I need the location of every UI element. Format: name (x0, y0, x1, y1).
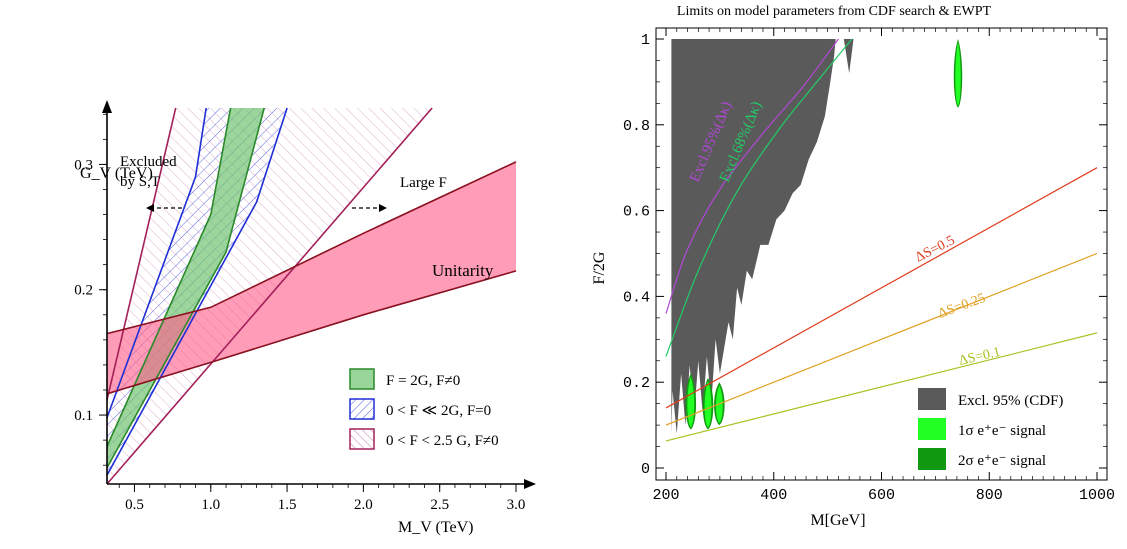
signal-1sigma-spot (955, 42, 961, 106)
series-line (665, 252, 1098, 426)
right-chart: Limits on model parameters from CDF sear… (591, 4, 1115, 529)
large-fv-label: Large F (400, 175, 447, 191)
legend-label-green-band: F = 2G, F≠0 (386, 373, 460, 389)
right-x-tick-label: 600 (868, 487, 895, 504)
series-line (665, 332, 1098, 442)
left-chart: 0.5 1.0 1.5 2.0 2.5 3.0 0.1 0.2 0.3 G_V (TeV) M_… (74, 100, 536, 536)
right-cdf-region (671, 39, 963, 434)
legend-label-hatched-band: 0 < F < 2.5 G, F≠0 (386, 433, 499, 449)
right-x-tick-label: 200 (652, 487, 679, 504)
right-ticks: 200 400 600 800 1000 0 0.2 0.4 0.6 0.8 1 (623, 28, 1115, 504)
green-band-upper-edge (106, 107, 232, 447)
blue-band-upper-edge (106, 107, 207, 418)
legend-label-cdf: Excl. 95% (CDF) (958, 393, 1063, 409)
left-y-tick-label: 0.2 (74, 283, 93, 299)
left-x-tick-label: 0.5 (125, 497, 144, 513)
unitarity-band-lower-edge (106, 270, 517, 395)
left-x-tick-label: 3.0 (507, 497, 526, 513)
right-y-tick-label: 0.6 (623, 204, 650, 221)
left-y-axis-label: G_V (TeV) (80, 165, 153, 182)
green-band-lower-edge (106, 107, 265, 469)
legend-swatch-hatched-band (349, 428, 375, 450)
right-x-tick-label: 400 (760, 487, 787, 504)
right-curves (665, 38, 1098, 442)
right-y-tick-label: 0.8 (623, 118, 650, 135)
left-x-tick-label: 2.5 (430, 497, 449, 513)
cdf-exclusion-region (671, 39, 836, 434)
right-y-tick-label: 0.4 (623, 289, 650, 306)
series-line (665, 38, 853, 357)
right-y-axis-label: F/2G (591, 251, 608, 284)
right-plot-border (655, 27, 1108, 481)
hatched-band-lower-edge (106, 107, 433, 485)
left-legend: F = 2G, F≠0 0 < F ≪ 2G, F=0 0 < F < 2.5 … (349, 368, 499, 450)
left-x-axis-label: M_V (TeV) (398, 519, 473, 536)
series-line (665, 38, 839, 314)
cdf-exclusion-sliver (843, 39, 854, 74)
left-ticks: 0.5 1.0 1.5 2.0 2.5 3.0 0.1 0.2 0.3 (74, 113, 526, 513)
right-y-tick-label: 1 (641, 32, 650, 49)
left-y-tick-label: 0.3 (74, 157, 93, 173)
left-y-arrow-icon (102, 100, 112, 113)
legend-swatch-green-band (349, 368, 375, 390)
right-x-tick-label: 800 (976, 487, 1003, 504)
unitarity-label: Unitarity (432, 261, 494, 280)
legend-label-1sigma: 1σ e⁺e⁻ signal (958, 423, 1046, 439)
right-x-axis-label: M[GeV] (810, 512, 865, 529)
left-axes (102, 100, 536, 489)
right-x-tick-label: 1000 (1079, 487, 1115, 504)
legend-swatch-cdf (918, 388, 946, 410)
hatched-band-upper-edge (106, 107, 177, 401)
right-y-tick-label: 0.2 (623, 375, 650, 392)
legend-swatch-2sigma (918, 448, 946, 470)
legend-swatch-blue-band (349, 398, 375, 420)
left-x-arrow-icon (524, 479, 536, 489)
left-bands (106, 107, 517, 485)
signal-1sigma-spot (704, 380, 712, 428)
series-line (665, 167, 1098, 409)
left-x-tick-label: 1.5 (278, 497, 297, 513)
left-x-tick-label: 1.0 (201, 497, 220, 513)
excluded-label-line1: Excluded (120, 154, 177, 170)
right-y-tick-label: 0 (641, 461, 650, 478)
excluded-arrow-icon (146, 204, 154, 212)
legend-label-blue-band: 0 < F ≪ 2G, F=0 (386, 403, 491, 419)
unitarity-band-upper-edge (106, 161, 517, 335)
left-y-tick-label: 0.1 (74, 408, 93, 424)
blue-band-lower-edge (106, 107, 288, 476)
left-x-tick-label: 2.0 (354, 497, 373, 513)
unitarity-band-area (107, 161, 516, 394)
right-legend: Excl. 95% (CDF) 1σ e⁺e⁻ signal 2σ e⁺e⁻ s… (918, 388, 1063, 470)
legend-label-2sigma: 2σ e⁺e⁻ signal (958, 453, 1046, 469)
right-chart-title: Limits on model parameters from CDF sear… (677, 4, 992, 19)
excluded-label-line2: by S,T (120, 174, 160, 190)
large-fv-arrow-icon (379, 204, 387, 212)
legend-swatch-1sigma (918, 418, 946, 440)
